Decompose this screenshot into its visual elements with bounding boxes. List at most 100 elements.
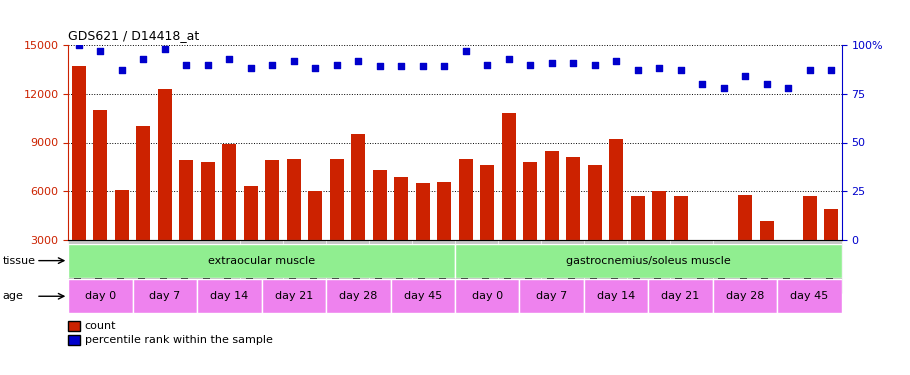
Point: [501, 56, 516, 62]
Bar: [136, 126, 150, 289]
Text: day 7: day 7: [536, 291, 567, 301]
Bar: [390, 279, 455, 313]
Bar: [115, 190, 129, 289]
Bar: [68, 244, 455, 278]
Text: day 45: day 45: [404, 291, 442, 301]
Bar: [520, 279, 584, 313]
Point: [652, 65, 666, 71]
Bar: [158, 89, 172, 289]
Bar: [695, 242, 709, 289]
Text: day 28: day 28: [726, 291, 764, 301]
Bar: [738, 195, 752, 289]
Point: [329, 62, 344, 68]
Point: [222, 56, 237, 62]
Point: [265, 62, 279, 68]
Bar: [803, 196, 816, 289]
Bar: [94, 110, 107, 289]
Bar: [609, 139, 623, 289]
Point: [716, 85, 731, 91]
Bar: [760, 220, 774, 289]
Bar: [72, 66, 86, 289]
Bar: [266, 160, 279, 289]
Bar: [648, 279, 713, 313]
Bar: [588, 165, 602, 289]
Text: day 7: day 7: [149, 291, 180, 301]
Bar: [781, 273, 795, 289]
Bar: [777, 279, 842, 313]
Point: [93, 48, 107, 54]
Point: [631, 68, 645, 74]
Bar: [566, 157, 581, 289]
Text: percentile rank within the sample: percentile rank within the sample: [85, 335, 272, 345]
Point: [673, 68, 688, 74]
Point: [115, 68, 129, 74]
Text: day 0: day 0: [85, 291, 116, 301]
Point: [566, 60, 581, 66]
Bar: [824, 209, 838, 289]
Bar: [501, 113, 516, 289]
Point: [157, 46, 172, 52]
Point: [544, 60, 559, 66]
Bar: [179, 160, 194, 289]
Bar: [68, 279, 133, 313]
Bar: [716, 280, 731, 289]
Point: [480, 62, 494, 68]
Point: [437, 63, 451, 69]
Point: [244, 65, 258, 71]
Bar: [308, 191, 322, 289]
Point: [738, 73, 753, 79]
Text: extraocular muscle: extraocular muscle: [208, 256, 315, 266]
Point: [72, 42, 86, 48]
Point: [695, 81, 710, 87]
Point: [459, 48, 473, 54]
Point: [803, 68, 817, 74]
Point: [609, 58, 623, 64]
Text: day 14: day 14: [210, 291, 248, 301]
Bar: [673, 196, 688, 289]
Text: count: count: [85, 321, 116, 331]
Bar: [455, 244, 842, 278]
Bar: [416, 183, 430, 289]
Point: [781, 85, 795, 91]
Bar: [133, 279, 197, 313]
Bar: [480, 165, 494, 289]
Text: day 21: day 21: [662, 291, 700, 301]
Text: GDS621 / D14418_at: GDS621 / D14418_at: [68, 30, 199, 42]
Point: [416, 63, 430, 69]
Bar: [197, 279, 262, 313]
Point: [372, 63, 387, 69]
Bar: [459, 159, 472, 289]
Point: [308, 65, 323, 71]
Text: tissue: tissue: [3, 256, 35, 266]
Point: [287, 58, 301, 64]
Bar: [455, 279, 520, 313]
Bar: [713, 279, 777, 313]
Bar: [287, 159, 301, 289]
Bar: [545, 151, 559, 289]
Bar: [631, 196, 644, 289]
Point: [394, 63, 409, 69]
Text: day 28: day 28: [339, 291, 378, 301]
Text: age: age: [3, 291, 24, 301]
Bar: [262, 279, 326, 313]
Point: [179, 62, 194, 68]
Bar: [329, 159, 344, 289]
Text: day 21: day 21: [275, 291, 313, 301]
Bar: [652, 191, 666, 289]
Point: [351, 58, 366, 64]
Text: day 14: day 14: [597, 291, 635, 301]
Bar: [244, 186, 258, 289]
Bar: [201, 162, 215, 289]
Bar: [326, 279, 390, 313]
Bar: [584, 279, 648, 313]
Text: day 0: day 0: [471, 291, 503, 301]
Text: gastrocnemius/soleus muscle: gastrocnemius/soleus muscle: [566, 256, 731, 266]
Bar: [394, 177, 409, 289]
Point: [587, 62, 602, 68]
Point: [200, 62, 215, 68]
Bar: [351, 134, 365, 289]
Point: [824, 68, 838, 74]
Point: [759, 81, 774, 87]
Text: day 45: day 45: [791, 291, 829, 301]
Point: [523, 62, 538, 68]
